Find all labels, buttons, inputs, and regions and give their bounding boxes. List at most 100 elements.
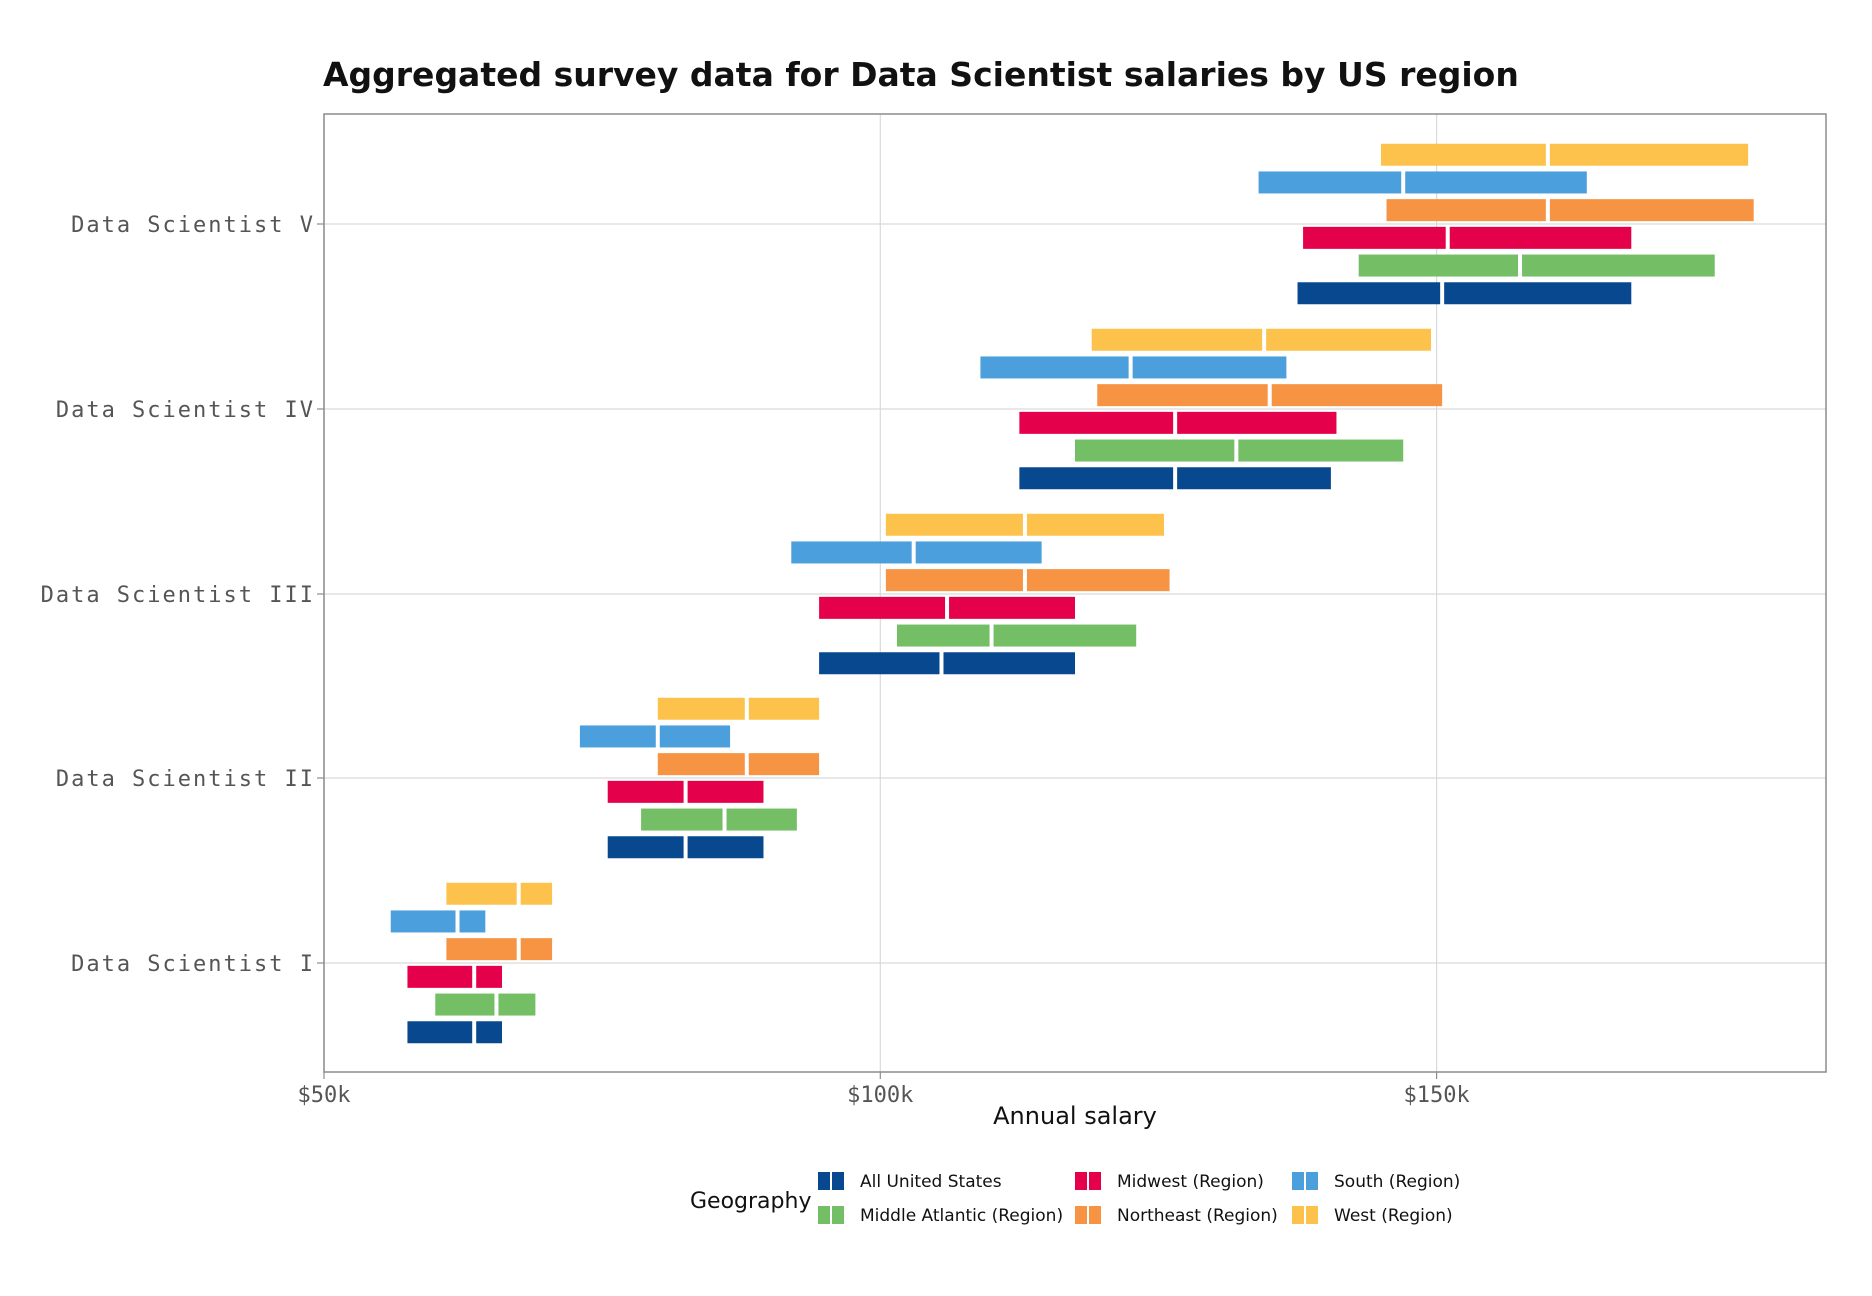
bar-northeast-region-high	[520, 938, 553, 961]
bar-northeast-region-low	[657, 753, 745, 776]
bar-midwest-region-low	[1303, 226, 1446, 249]
bar-middle-atlantic-region-low	[896, 624, 990, 647]
bar-all-united-states-high	[1444, 282, 1632, 305]
bar-all-united-states-low	[1297, 282, 1441, 305]
bar-middle-atlantic-region-high	[1238, 439, 1404, 462]
bar-south-region-low	[980, 356, 1129, 379]
bar-midwest-region-high	[1449, 226, 1632, 249]
bar-all-united-states-low	[1019, 467, 1174, 490]
bar-northeast-region-low	[446, 938, 517, 961]
legend-item-all-united-states: All United States	[818, 1172, 1002, 1192]
legend: Geography All United States Middle Atlant…	[690, 1172, 1460, 1226]
bar-west-region-low	[1380, 143, 1546, 166]
bar-middle-atlantic-region-low	[1075, 439, 1235, 462]
bar-south-region-low	[390, 910, 456, 933]
bar-all-united-states-high	[687, 836, 764, 859]
bar-all-united-states-low	[407, 1021, 473, 1044]
bar-midwest-region-high	[687, 780, 764, 803]
bar-middle-atlantic-region-high	[498, 993, 536, 1016]
bar-northeast-region-high	[1271, 384, 1443, 407]
bar-south-region-low	[791, 541, 912, 564]
y-axis-ticks: Data Scientist I Data Scientist II Data Sc…	[41, 213, 324, 977]
bar-midwest-region-low	[819, 596, 946, 619]
bar-south-region-high	[1132, 356, 1287, 379]
bar-midwest-region-high	[476, 965, 503, 988]
legend-title: Geography	[690, 1189, 811, 1214]
legend-swatch	[818, 1172, 830, 1190]
y-tick-label: Data Scientist V	[71, 213, 315, 238]
bar-south-region-high	[459, 910, 486, 933]
bar-middle-atlantic-region-high	[1522, 254, 1715, 277]
legend-swatch	[1089, 1172, 1101, 1190]
bar-south-region-high	[659, 725, 731, 748]
bar-middle-atlantic-region-high	[726, 808, 797, 831]
bar-northeast-region-low	[1097, 384, 1268, 407]
legend-label: Middle Atlantic (Region)	[860, 1206, 1063, 1226]
bar-west-region-low	[1091, 328, 1263, 351]
bar-west-region-low	[446, 882, 517, 905]
bar-all-united-states-high	[476, 1021, 503, 1044]
bar-south-region-low	[579, 725, 656, 748]
y-tick-label: Data Scientist III	[41, 583, 315, 608]
y-tick-label: Data Scientist II	[56, 767, 315, 792]
y-tick-label: Data Scientist I	[71, 952, 315, 977]
bar-west-region-high	[1266, 328, 1432, 351]
legend-swatch	[1089, 1206, 1101, 1224]
y-tick-label: Data Scientist IV	[56, 398, 315, 423]
bar-west-region-high	[1026, 513, 1165, 536]
legend-item-northeast-region: Northeast (Region)	[1075, 1206, 1278, 1226]
legend-swatch	[1306, 1206, 1318, 1224]
legend-item-west-region: West (Region)	[1292, 1206, 1453, 1226]
legend-item-midwest-region: Midwest (Region)	[1075, 1172, 1264, 1192]
bar-all-united-states-low	[819, 652, 940, 675]
bar-northeast-region-high	[1026, 569, 1170, 592]
bar-middle-atlantic-region-low	[641, 808, 723, 831]
x-tick-label: $150k	[1403, 1083, 1469, 1108]
legend-label: Northeast (Region)	[1117, 1206, 1278, 1226]
legend-swatch	[1075, 1206, 1087, 1224]
bar-west-region-low	[885, 513, 1023, 536]
bar-all-united-states-high	[943, 652, 1075, 675]
x-tick-label: $50k	[298, 1083, 351, 1108]
bar-west-region-low	[657, 697, 745, 720]
bar-midwest-region-low	[607, 780, 684, 803]
legend-label: All United States	[860, 1172, 1002, 1192]
legend-swatch	[1075, 1172, 1087, 1190]
legend-swatch	[1306, 1172, 1318, 1190]
legend-swatch	[1292, 1206, 1304, 1224]
bar-middle-atlantic-region-high	[993, 624, 1137, 647]
bar-all-united-states-high	[1177, 467, 1331, 490]
bar-northeast-region-high	[1549, 199, 1754, 222]
bar-south-region-high	[915, 541, 1042, 564]
bar-northeast-region-high	[748, 753, 820, 776]
bar-northeast-region-low	[885, 569, 1023, 592]
bar-midwest-region-high	[1177, 411, 1337, 434]
x-tick-label: $100k	[847, 1083, 913, 1108]
plot-panel	[323, 113, 1827, 1073]
bar-west-region-high	[748, 697, 820, 720]
range-bars	[390, 143, 1754, 1044]
x-axis-label: Annual salary	[993, 1102, 1157, 1130]
bar-midwest-region-low	[407, 965, 473, 988]
bar-west-region-high	[520, 882, 553, 905]
x-axis-ticks: $50k $100k $150k	[298, 1072, 1470, 1108]
bar-northeast-region-low	[1386, 199, 1546, 222]
legend-swatch	[832, 1206, 844, 1224]
bar-middle-atlantic-region-low	[1358, 254, 1519, 277]
legend-item-middle-atlantic-region: Middle Atlantic (Region)	[818, 1206, 1063, 1226]
legend-label: South (Region)	[1334, 1172, 1460, 1192]
bar-middle-atlantic-region-low	[435, 993, 495, 1016]
bar-south-region-low	[1258, 171, 1402, 194]
bar-midwest-region-high	[949, 596, 1075, 619]
legend-swatch	[832, 1172, 844, 1190]
legend-swatch	[818, 1206, 830, 1224]
bar-south-region-high	[1405, 171, 1587, 194]
legend-swatch	[1292, 1172, 1304, 1190]
legend-item-south-region: South (Region)	[1292, 1172, 1460, 1192]
bar-midwest-region-low	[1019, 411, 1174, 434]
legend-label: West (Region)	[1334, 1206, 1453, 1226]
bar-all-united-states-low	[607, 836, 684, 859]
bar-west-region-high	[1549, 143, 1749, 166]
chart-title: Aggregated survey data for Data Scientis…	[323, 55, 1519, 94]
